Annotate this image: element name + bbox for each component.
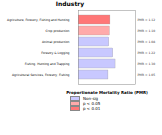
svg-text:PMR = 1.10: PMR = 1.10 [138,29,156,33]
html-text:Industry: Industry [55,0,85,7]
html-text:p < 0.01: p < 0.01 [83,106,101,111]
svg-text:Fishing, Hunting and Trapping: Fishing, Hunting and Trapping [25,62,70,66]
svg-text:PMR = 1.12: PMR = 1.12 [138,18,156,22]
svg-text:Animal production: Animal production [42,40,70,44]
svg-text:PMR = 1.30: PMR = 1.30 [138,62,156,66]
svg-text:Agriculture, Forestry, Fishing: Agriculture, Forestry, Fishing and Hunti… [7,18,69,22]
html-text:p < 0.05: p < 0.05 [83,101,101,106]
svg-text:PMR = 1.22: PMR = 1.22 [138,51,156,55]
html-text:Non-sig: Non-sig [83,96,99,101]
svg-text:Agricultural Services, Forestr: Agricultural Services, Forestry, Fishing [12,73,70,77]
svg-text:PMR = 1.05: PMR = 1.05 [138,73,156,77]
svg-text:Proportionate Mortality Ratio: Proportionate Mortality Ratio (PMR) [66,90,148,95]
svg-text:Crop production: Crop production [45,29,69,33]
svg-text:PMR = 1.08: PMR = 1.08 [138,40,156,44]
svg-text:Forestry & Logging: Forestry & Logging [41,51,69,55]
